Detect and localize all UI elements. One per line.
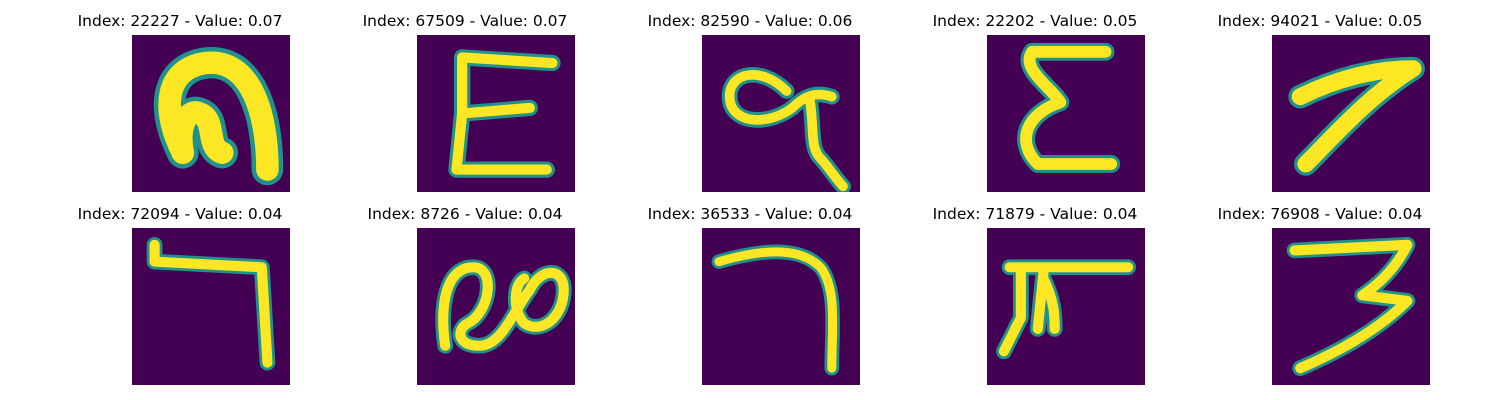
digit-image bbox=[1272, 228, 1430, 385]
digit-image bbox=[702, 35, 860, 192]
grid-cell-6: Index: 72094 - Value: 0.04 bbox=[30, 193, 330, 385]
cell-title: Index: 76908 - Value: 0.04 bbox=[1217, 205, 1423, 223]
digit-drawing bbox=[153, 47, 284, 186]
digit-drawing bbox=[711, 244, 841, 376]
grid-cell-2: Index: 67509 - Value: 0.07 bbox=[315, 0, 615, 192]
grid-cell-5: Index: 94021 - Value: 0.05 bbox=[1170, 0, 1470, 192]
cell-title: Index: 71879 - Value: 0.04 bbox=[932, 205, 1138, 223]
digit-drawing bbox=[146, 236, 276, 371]
grid-cell-8: Index: 36533 - Value: 0.04 bbox=[600, 193, 900, 385]
digit-drawing bbox=[435, 259, 572, 354]
digit-image bbox=[987, 35, 1145, 192]
digit-drawing bbox=[1288, 56, 1425, 176]
digit-drawing bbox=[1286, 236, 1416, 377]
cell-title: Index: 36533 - Value: 0.04 bbox=[647, 205, 853, 223]
digit-image bbox=[417, 228, 575, 385]
digit-drawing bbox=[721, 67, 851, 192]
digit-image bbox=[702, 228, 860, 385]
cell-title: Index: 22227 - Value: 0.07 bbox=[77, 12, 283, 30]
cell-title: Index: 67509 - Value: 0.07 bbox=[362, 12, 568, 30]
digit-image bbox=[132, 228, 290, 385]
cell-title: Index: 94021 - Value: 0.05 bbox=[1217, 12, 1423, 30]
grid-cell-1: Index: 22227 - Value: 0.07 bbox=[30, 0, 330, 192]
digit-drawing bbox=[1017, 42, 1121, 173]
grid-cell-9: Index: 71879 - Value: 0.04 bbox=[885, 193, 1185, 385]
cell-title: Index: 72094 - Value: 0.04 bbox=[77, 205, 283, 223]
digit-drawing bbox=[448, 49, 561, 178]
grid-cell-3: Index: 82590 - Value: 0.06 bbox=[600, 0, 900, 192]
cell-title: Index: 8726 - Value: 0.04 bbox=[367, 205, 563, 223]
cell-title: Index: 82590 - Value: 0.06 bbox=[647, 12, 853, 30]
digit-image bbox=[1272, 35, 1430, 192]
digit-image bbox=[417, 35, 575, 192]
grid-cell-4: Index: 22202 - Value: 0.05 bbox=[885, 0, 1185, 192]
digit-image bbox=[132, 35, 290, 192]
grid-cell-7: Index: 8726 - Value: 0.04 bbox=[315, 193, 615, 385]
digit-image bbox=[987, 228, 1145, 385]
digit-drawing bbox=[996, 259, 1136, 360]
grid-cell-10: Index: 76908 - Value: 0.04 bbox=[1170, 193, 1470, 385]
cell-title: Index: 22202 - Value: 0.05 bbox=[932, 12, 1138, 30]
